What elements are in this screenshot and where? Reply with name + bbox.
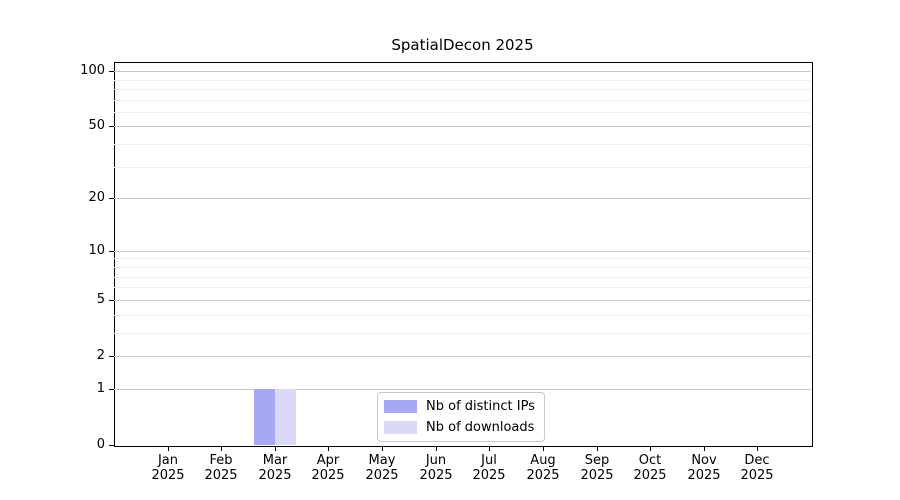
y-tick [109,389,114,390]
x-tick-label: Jan 2025 [151,453,185,483]
x-tick [650,446,651,451]
y-tick-label: 1 [96,381,105,396]
y-tick-label: 2 [96,348,105,363]
x-tick [221,446,222,451]
y-tick [109,445,114,446]
x-tick-label: Mar 2025 [258,453,292,483]
x-tick [489,446,490,451]
legend-label: Nb of downloads [426,420,535,435]
x-tick-label: Apr 2025 [311,453,345,483]
bar-downloads [275,389,296,445]
x-tick [168,446,169,451]
legend-label: Nb of distinct IPs [426,399,535,414]
x-tick-label: Jul 2025 [472,453,506,483]
y-tick [109,198,114,199]
x-tick-label: May 2025 [365,453,399,483]
x-tick [436,446,437,451]
legend-row: Nb of distinct IPs [384,399,535,414]
x-tick-label: Feb 2025 [204,453,238,483]
y-tick-label: 50 [88,118,105,133]
y-tick [109,71,114,72]
y-tick-label: 100 [80,63,105,78]
y-tick-label: 20 [88,190,105,205]
x-tick [704,446,705,451]
x-tick-label: Oct 2025 [633,453,667,483]
x-tick [382,446,383,451]
y-tick [109,251,114,252]
legend-swatch-distinct-ips [384,400,417,413]
x-tick-label: Aug 2025 [526,453,560,483]
x-tick [597,446,598,451]
plot-area [114,62,813,447]
y-tick-label: 0 [96,437,105,452]
x-tick-label: Dec 2025 [740,453,774,483]
x-tick [757,446,758,451]
y-tick [109,356,114,357]
legend-swatch-downloads [384,421,417,434]
x-tick-label: Jun 2025 [419,453,453,483]
x-tick [543,446,544,451]
y-tick [109,300,114,301]
x-tick [328,446,329,451]
legend-row: Nb of downloads [384,420,535,435]
y-tick-label: 5 [96,292,105,307]
x-tick [275,446,276,451]
x-tick-label: Sep 2025 [580,453,614,483]
y-tick-label: 10 [88,243,105,258]
legend: Nb of distinct IPs Nb of downloads [377,392,545,442]
y-tick [109,126,114,127]
x-tick-label: Nov 2025 [687,453,721,483]
chart-title: SpatialDecon 2025 [391,36,534,54]
bar-distinct-ips [254,389,275,445]
